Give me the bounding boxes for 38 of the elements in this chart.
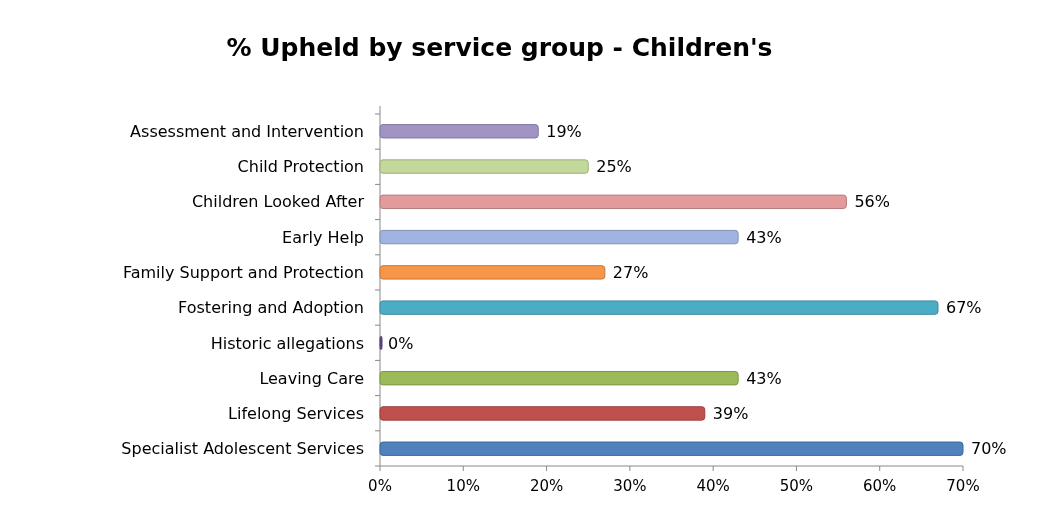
x-tick-label: 20%	[529, 477, 564, 495]
bar	[379, 265, 606, 280]
bar	[379, 159, 589, 174]
bar	[379, 229, 739, 245]
y-tick-label: Lifelong Services	[228, 404, 364, 424]
data-label: 27%	[612, 262, 649, 282]
y-tick-label: Children Looked After	[191, 192, 365, 212]
data-label: 0%	[388, 333, 414, 353]
bar	[379, 441, 964, 456]
data-label: 25%	[596, 157, 632, 177]
y-tick-label: Historic allegations	[210, 333, 364, 353]
data-label: 67%	[946, 298, 982, 318]
y-tick-label: Specialist Adolescent Services	[121, 439, 364, 459]
bar	[379, 300, 939, 315]
y-tick-label: Early Help	[282, 227, 364, 247]
y-tick-label: Leaving Care	[259, 368, 364, 388]
y-tick-label: Assessment and Intervention	[130, 121, 364, 141]
bar	[379, 370, 739, 386]
y-tick-label: Family Support and Protection	[122, 262, 364, 282]
bar	[379, 406, 706, 421]
bar	[379, 194, 847, 210]
data-label: 43%	[746, 227, 782, 247]
data-label: 39%	[712, 404, 749, 424]
y-tick-label: Fostering and Adoption	[178, 298, 364, 318]
data-label: 70%	[971, 439, 1007, 459]
x-tick-label: 0%	[368, 477, 392, 495]
y-tick-label: Child Protection	[237, 157, 364, 177]
data-label: 56%	[854, 192, 890, 212]
chart-title: % Upheld by service group - Children's	[226, 33, 773, 62]
data-label: 19%	[546, 121, 582, 141]
x-tick-label: 40%	[696, 477, 730, 495]
data-label: 43%	[746, 368, 782, 388]
bar	[379, 124, 539, 139]
x-tick-label: 60%	[863, 477, 897, 495]
x-tick-label: 10%	[446, 477, 480, 495]
x-tick-label: 30%	[613, 477, 647, 495]
x-tick-label: 70%	[946, 477, 980, 495]
x-tick-label: 50%	[779, 477, 814, 495]
